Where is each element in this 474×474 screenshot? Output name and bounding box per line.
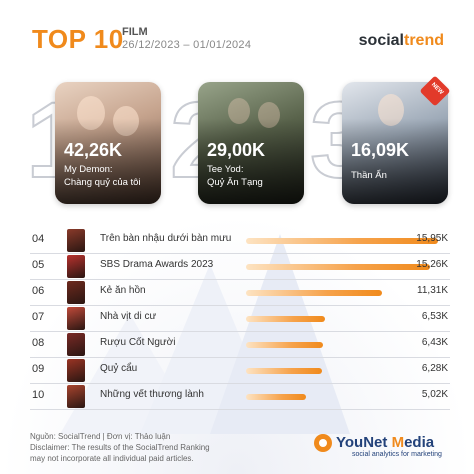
row-title: SBS Drama Awards 2023 bbox=[100, 259, 214, 270]
ranking-row[interactable]: 08 Rượu Cốt Người 6,43K bbox=[30, 332, 450, 358]
row-poster-thumbnail bbox=[67, 255, 85, 278]
card-shade bbox=[198, 82, 304, 204]
row-poster-thumbnail bbox=[67, 307, 85, 330]
card-shade bbox=[55, 82, 161, 204]
row-rank: 09 bbox=[32, 363, 45, 375]
row-value: 15,95K bbox=[416, 233, 448, 244]
podium-card-2[interactable]: 29,00K Tee Yod: Quỷ Ăn Tạng bbox=[198, 82, 304, 204]
logo-part: M bbox=[391, 434, 405, 451]
ranking-row[interactable]: 07 Nhà vịt di cư 6,53K bbox=[30, 306, 450, 332]
row-value: 15,26K bbox=[416, 259, 448, 270]
disclaimer-line2: may not incorporate all individual paid … bbox=[30, 454, 194, 463]
category-label: FILM bbox=[122, 26, 148, 38]
row-title: Rượu Cốt Người bbox=[100, 337, 176, 348]
row-value: 11,31K bbox=[417, 285, 448, 296]
row-title: Kẻ ăn hồn bbox=[100, 285, 146, 296]
ranking-row[interactable]: 05 SBS Drama Awards 2023 15,26K bbox=[30, 254, 450, 280]
page-title: TOP 10 bbox=[32, 24, 124, 54]
row-rank: 10 bbox=[32, 389, 45, 401]
row-divider bbox=[30, 279, 450, 280]
row-divider bbox=[30, 305, 450, 306]
row-bar bbox=[246, 368, 322, 374]
row-value: 6,43K bbox=[421, 337, 448, 348]
row-rank: 05 bbox=[32, 259, 45, 271]
row-bar bbox=[246, 342, 323, 348]
brand-suffix: trend bbox=[404, 32, 444, 49]
ranking-row[interactable]: 06 Kẻ ăn hồn 11,31K bbox=[30, 280, 450, 306]
card-title-line2: Chàng quỷ của tôi bbox=[64, 177, 141, 188]
card-value: 16,09K bbox=[351, 140, 410, 160]
row-rank: 04 bbox=[32, 233, 45, 245]
disclaimer-line1: Disclaimer: The results of the SocialTre… bbox=[30, 443, 210, 452]
row-poster-thumbnail bbox=[67, 281, 85, 304]
ranking-row[interactable]: 10 Những vết thương lành 5,02K bbox=[30, 384, 450, 410]
card-value: 29,00K bbox=[207, 140, 266, 160]
row-value: 6,28K bbox=[421, 363, 448, 374]
row-divider bbox=[30, 409, 450, 410]
card-title-line1: Tee Yod: bbox=[207, 164, 244, 175]
row-bar bbox=[246, 264, 430, 270]
logo-part: edia bbox=[404, 434, 435, 451]
card-title-line1: Thần Ẩn bbox=[351, 170, 387, 181]
socialtrend-logo: socialtrend bbox=[359, 32, 444, 50]
brand-prefix: social bbox=[358, 32, 404, 49]
row-rank: 07 bbox=[32, 311, 45, 323]
row-bar bbox=[246, 394, 306, 400]
row-poster-thumbnail bbox=[67, 333, 85, 356]
row-title: Những vết thương lành bbox=[100, 389, 204, 400]
row-bar bbox=[246, 238, 438, 244]
logo-tagline: social analytics for marketing bbox=[352, 451, 442, 458]
row-title: Trên bàn nhậu dưới bàn mưu bbox=[100, 233, 232, 244]
row-value: 5,02K bbox=[421, 389, 448, 400]
ranking-row[interactable]: 04 Trên bàn nhậu dưới bàn mưu 15,95K bbox=[30, 228, 450, 254]
row-value: 6,53K bbox=[421, 311, 448, 322]
row-divider bbox=[30, 383, 450, 384]
source-note: Nguồn: SocialTrend | Đơn vị: Thảo luận bbox=[30, 432, 171, 441]
logo-part: YouNet bbox=[336, 434, 392, 451]
row-rank: 08 bbox=[32, 337, 45, 349]
ranking-row[interactable]: 09 Quỷ cẩu 6,28K bbox=[30, 358, 450, 384]
card-title-line1: My Demon: bbox=[64, 164, 113, 175]
row-poster-thumbnail bbox=[67, 385, 85, 408]
card-title-line2: Quỷ Ăn Tạng bbox=[207, 177, 263, 188]
younet-logo-icon bbox=[314, 434, 332, 452]
podium-card-1[interactable]: 42,26K My Demon: Chàng quỷ của tôi bbox=[55, 82, 161, 204]
row-divider bbox=[30, 331, 450, 332]
row-divider bbox=[30, 357, 450, 358]
row-divider bbox=[30, 253, 450, 254]
row-bar bbox=[246, 290, 382, 296]
younet-media-logo: YouNet Media bbox=[336, 434, 434, 451]
row-title: Nhà vịt di cư bbox=[100, 311, 157, 322]
row-title: Quỷ cẩu bbox=[100, 363, 138, 374]
row-poster-thumbnail bbox=[67, 359, 85, 382]
row-poster-thumbnail bbox=[67, 229, 85, 252]
row-rank: 06 bbox=[32, 285, 45, 297]
row-bar bbox=[246, 316, 325, 322]
card-value: 42,26K bbox=[64, 140, 123, 160]
date-range: 26/12/2023 – 01/01/2024 bbox=[122, 39, 252, 51]
